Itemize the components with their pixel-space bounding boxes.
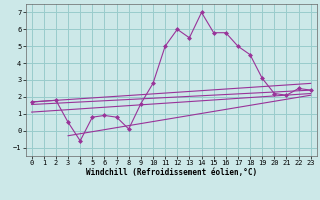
X-axis label: Windchill (Refroidissement éolien,°C): Windchill (Refroidissement éolien,°C) [86, 168, 257, 177]
